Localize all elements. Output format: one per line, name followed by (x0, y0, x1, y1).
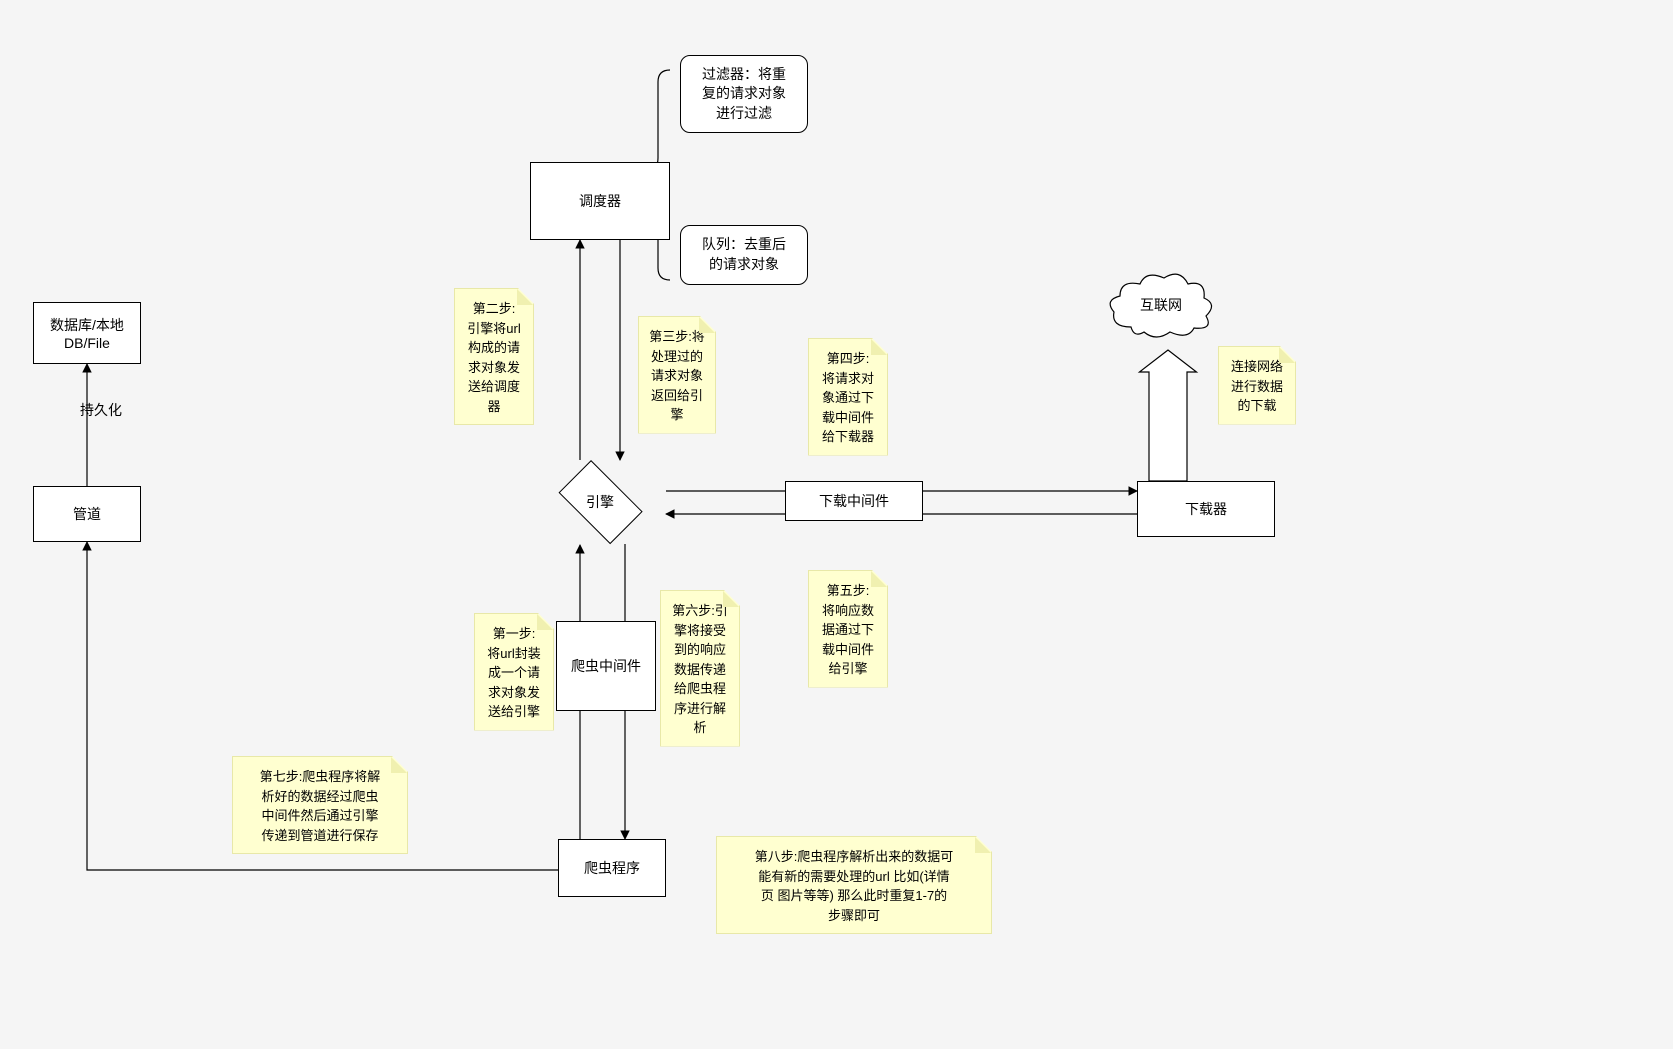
note-step3: 第三步:将 处理过的 请求对象 返回给引 擎 (638, 316, 716, 434)
persist-label: 持久化 (80, 400, 122, 420)
download-middleware-box: 下载中间件 (785, 481, 923, 521)
queue-box: 队列：去重后 的请求对象 (680, 225, 808, 285)
filter-label: 过滤器：将重 复的请求对象 进行过滤 (702, 65, 786, 124)
note-step3-text: 第三步:将 处理过的 请求对象 返回给引 擎 (649, 329, 705, 422)
pipeline-label: 管道 (73, 504, 101, 524)
engine-diamond: 引擎 (534, 460, 666, 544)
download-middleware-label: 下载中间件 (819, 491, 889, 511)
persist-label-text: 持久化 (80, 402, 122, 418)
note-network-text: 连接网络 进行数据 的下载 (1231, 359, 1283, 413)
note-step4: 第四步: 将请求对 象通过下 载中间件 给下载器 (808, 338, 888, 456)
diagram-canvas: 调度器 引擎 爬虫中间件 爬虫程序 下载中间件 下载器 管道 数据库/本地 DB… (0, 0, 1673, 1049)
scheduler-label: 调度器 (579, 191, 621, 211)
downloader-label: 下载器 (1185, 499, 1227, 519)
note-step5: 第五步: 将响应数 据通过下 载中间件 给引擎 (808, 570, 888, 688)
note-step1: 第一步: 将url封装 成一个请 求对象发 送给引擎 (474, 613, 554, 731)
queue-label: 队列：去重后 的请求对象 (702, 235, 786, 274)
note-step8: 第八步:爬虫程序解析出来的数据可 能有新的需要处理的url 比如(详情 页 图片… (716, 836, 992, 934)
note-step8-text: 第八步:爬虫程序解析出来的数据可 能有新的需要处理的url 比如(详情 页 图片… (755, 849, 954, 923)
spider-box: 爬虫程序 (558, 839, 666, 897)
note-step1-text: 第一步: 将url封装 成一个请 求对象发 送给引擎 (487, 626, 540, 719)
engine-label: 引擎 (586, 492, 614, 512)
note-step4-text: 第四步: 将请求对 象通过下 载中间件 给下载器 (822, 351, 874, 444)
note-step6: 第六步:引 擎将接受 到的响应 数据传递 给爬虫程 序进行解 析 (660, 590, 740, 747)
spider-label: 爬虫程序 (584, 858, 640, 878)
note-step5-text: 第五步: 将响应数 据通过下 载中间件 给引擎 (822, 583, 874, 676)
note-step7-text: 第七步:爬虫程序将解 析好的数据经过爬虫 中间件然后通过引擎 传递到管道进行保存 (260, 769, 381, 843)
database-box: 数据库/本地 DB/File (33, 302, 141, 364)
note-step2: 第二步: 引擎将url 构成的请 求对象发 送给调度 器 (454, 288, 534, 425)
filter-box: 过滤器：将重 复的请求对象 进行过滤 (680, 55, 808, 133)
scheduler-box: 调度器 (530, 162, 670, 240)
note-step6-text: 第六步:引 擎将接受 到的响应 数据传递 给爬虫程 序进行解 析 (672, 603, 728, 735)
pipeline-box: 管道 (33, 486, 141, 542)
note-step7: 第七步:爬虫程序将解 析好的数据经过爬虫 中间件然后通过引擎 传递到管道进行保存 (232, 756, 408, 854)
downloader-box: 下载器 (1137, 481, 1275, 537)
note-network: 连接网络 进行数据 的下载 (1218, 346, 1296, 425)
spider-middleware-label: 爬虫中间件 (571, 656, 641, 676)
spider-middleware-box: 爬虫中间件 (556, 621, 656, 711)
internet-cloud: 互联网 (1106, 272, 1216, 342)
note-step2-text: 第二步: 引擎将url 构成的请 求对象发 送给调度 器 (467, 301, 520, 414)
internet-label: 互联网 (1140, 297, 1182, 313)
database-label: 数据库/本地 DB/File (50, 315, 124, 351)
